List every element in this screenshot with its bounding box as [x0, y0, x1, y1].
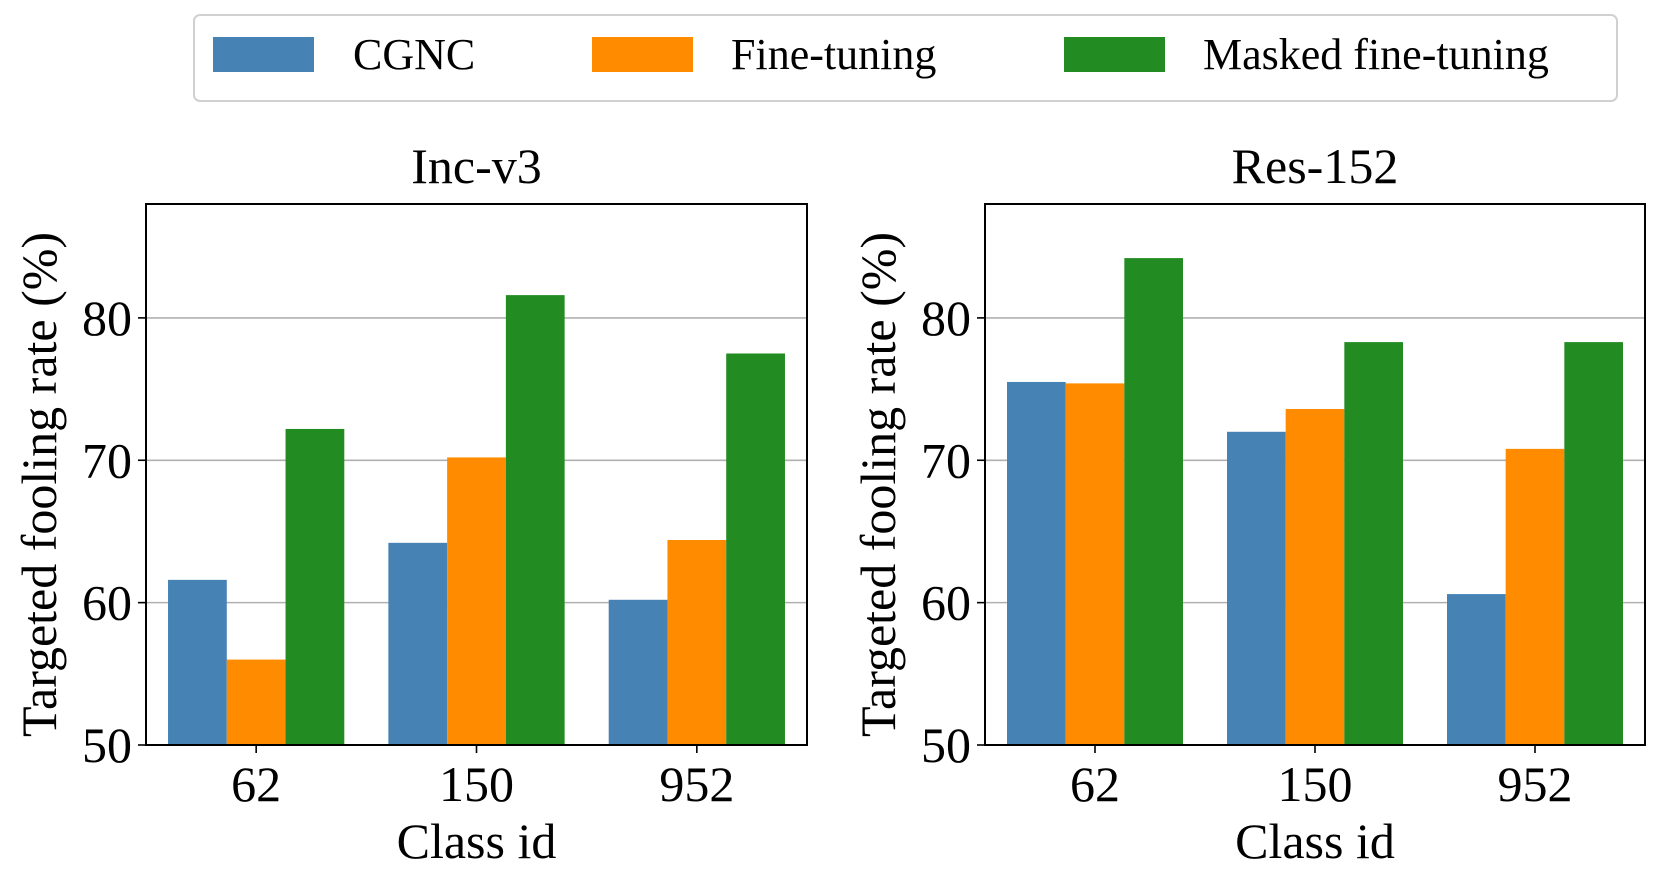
bar-fine-tuning-952 [1505, 448, 1565, 745]
y-tick-label: 80 [921, 290, 971, 346]
bar-masked-fine-tuning-150 [505, 295, 565, 745]
bar-masked-fine-tuning-952 [726, 353, 785, 745]
x-axis-label: Class id [1235, 813, 1395, 869]
subplot-res-152: 50 60 70 80 62 150 952 Res-152 Class id Targeted … [850, 138, 1646, 869]
bar-masked-fine-tuning-952 [1564, 342, 1623, 745]
x-tick-label: 62 [231, 756, 281, 812]
y-axis-label: Targeted fooling rate (%) [11, 232, 67, 737]
subplot-title: Inc-v3 [411, 138, 542, 194]
bar-cgnc-952 [1447, 594, 1506, 745]
bar-fine-tuning-150 [1285, 409, 1345, 745]
x-tick-label: 952 [659, 756, 734, 812]
axes-frame [145, 203, 808, 746]
x-tick-label: 150 [439, 756, 514, 812]
bar-masked-fine-tuning-62 [285, 428, 345, 745]
legend-frame [193, 14, 1618, 102]
y-axis-label: Targeted fooling rate (%) [850, 232, 906, 737]
x-tick-label: 150 [1278, 756, 1353, 812]
legend-swatch-cgnc [213, 37, 314, 72]
bar-fine-tuning-62 [1065, 383, 1125, 745]
subplot-title: Res-152 [1232, 138, 1399, 194]
subplot-inc-v3: 50 60 70 80 62 150 952 Inc-v3 Class id Targeted f… [11, 138, 808, 869]
bar-cgnc-150 [388, 542, 448, 745]
bar-fine-tuning-952 [667, 539, 727, 745]
y-tick-label: 60 [82, 575, 132, 631]
axes-frame [984, 203, 1646, 746]
bar-cgnc-952 [608, 599, 668, 745]
y-tick-label: 60 [921, 575, 971, 631]
y-tick-label: 70 [82, 432, 132, 488]
bar-fine-tuning-150 [447, 457, 506, 745]
bar-cgnc-150 [1227, 431, 1286, 745]
bar-fine-tuning-62 [226, 659, 286, 745]
y-tick-label: 50 [82, 717, 132, 773]
bar-masked-fine-tuning-62 [1124, 258, 1183, 745]
legend-label-cgnc: CGNC [353, 30, 475, 79]
legend-swatch-fine-tuning [592, 37, 693, 72]
bar-cgnc-62 [1007, 381, 1066, 745]
legend-label-masked-fine-tuning: Masked fine-tuning [1203, 30, 1549, 79]
y-tick-label: 80 [82, 290, 132, 346]
x-tick-label: 62 [1070, 756, 1120, 812]
legend: CGNC Fine-tuning Masked fine-tuning [193, 14, 1618, 102]
x-tick-label: 952 [1498, 756, 1573, 812]
bar-cgnc-62 [168, 579, 227, 745]
y-tick-label: 50 [921, 717, 971, 773]
bar-masked-fine-tuning-150 [1344, 342, 1403, 745]
x-axis-label: Class id [397, 813, 557, 869]
y-tick-label: 70 [921, 432, 971, 488]
legend-label-fine-tuning: Fine-tuning [731, 30, 936, 79]
legend-swatch-masked-fine-tuning [1064, 37, 1165, 72]
